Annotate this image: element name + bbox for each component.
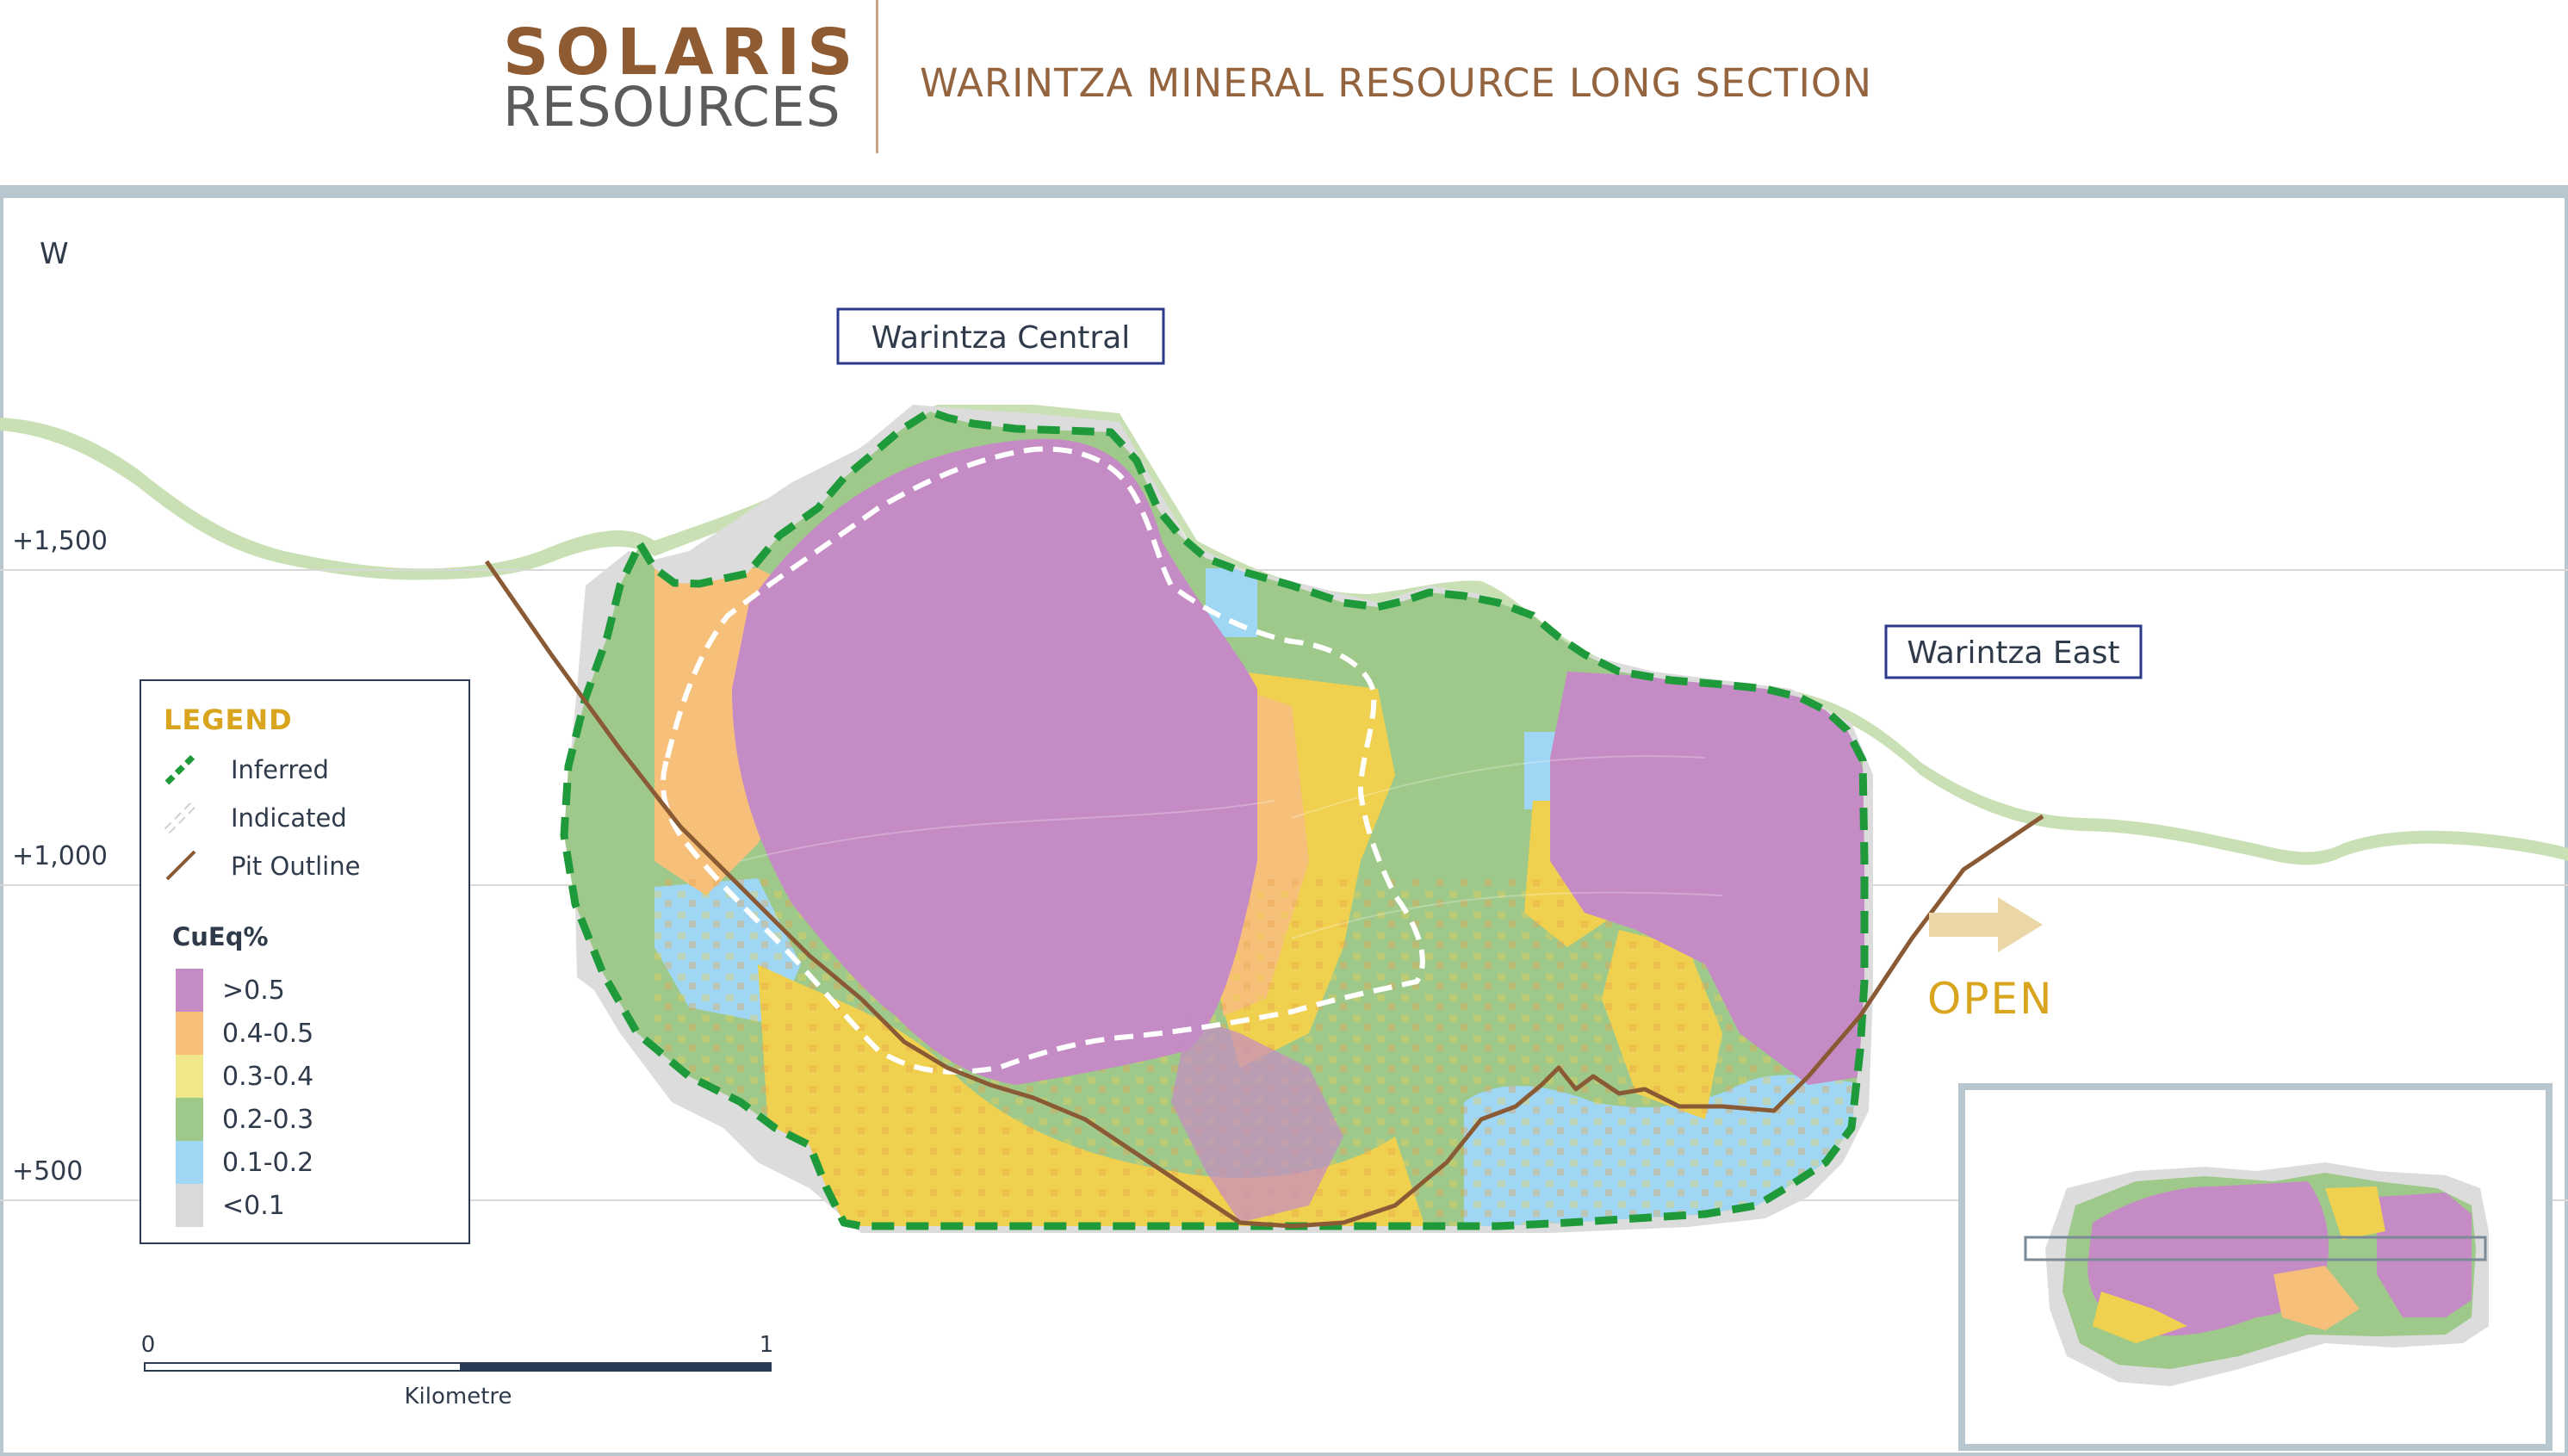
- grade-swatch: [176, 1055, 203, 1098]
- legend-label-pit: Pit Outline: [231, 852, 361, 881]
- grade-label: >0.5: [222, 976, 285, 1006]
- pit-line-icon: [165, 850, 196, 881]
- grade-swatch: [176, 1012, 203, 1055]
- grade-swatch: [176, 1184, 203, 1227]
- grade-label: 0.1-0.2: [222, 1148, 314, 1178]
- legend: LEGEND Inferred Indicated Pit Outline Cu…: [140, 679, 470, 1244]
- warintza-central-label: Warintza Central: [872, 320, 1131, 356]
- pit-outline: [484, 560, 2044, 1229]
- elevation-label-1500: +1,500: [12, 526, 108, 556]
- grade-label: 0.2-0.3: [222, 1105, 314, 1135]
- brand-logo-sub: RESOURCES: [503, 76, 841, 139]
- inset-plan-map: [1958, 1083, 2552, 1451]
- inferred-line-icon: [164, 753, 197, 785]
- grade-scale-title: CuEq%: [172, 922, 269, 951]
- legend-label-indicated: Indicated: [231, 803, 347, 833]
- warintza-central-box: [836, 307, 1165, 365]
- grade-swatch: [176, 1098, 203, 1141]
- scale-end-label: 1: [760, 1332, 774, 1358]
- legend-title: LEGEND: [164, 703, 293, 736]
- open-arrow-icon: [1929, 897, 2043, 952]
- grade-label: 0.3-0.4: [222, 1062, 314, 1092]
- scale-start-label: 0: [141, 1332, 156, 1358]
- page-title: WARINTZA MINERAL RESOURCE LONG SECTION: [920, 60, 1873, 106]
- inferred-outline: [560, 407, 1869, 1230]
- warintza-east-label: Warintza East: [1907, 635, 2119, 671]
- inset-section-locator: [2024, 1236, 2487, 1261]
- header-divider: [876, 0, 878, 153]
- scale-unit-label: Kilometre: [404, 1384, 512, 1410]
- grade-swatch: [176, 969, 203, 1012]
- scale-bar: 0 1 Kilometre: [141, 1332, 774, 1410]
- grade-swatch: [176, 1141, 203, 1184]
- open-label: OPEN: [1927, 974, 2054, 1024]
- indicated-outline: [661, 446, 1425, 1075]
- header: SOLARIS RESOURCES WARINTZA MINERAL RESOU…: [0, 0, 2568, 185]
- direction-label: W: [40, 237, 69, 271]
- elevation-label-500: +500: [12, 1156, 83, 1186]
- grade-label: <0.1: [222, 1191, 285, 1221]
- section-frame: [0, 185, 2568, 1456]
- legend-label-inferred: Inferred: [231, 755, 329, 784]
- warintza-east-box: [1884, 624, 2143, 679]
- indicated-line-icon: [164, 800, 198, 834]
- brand-logo-main: SOLARIS: [503, 15, 860, 90]
- elevation-label-1000: +1,000: [12, 841, 108, 871]
- grade-label: 0.4-0.5: [222, 1019, 314, 1049]
